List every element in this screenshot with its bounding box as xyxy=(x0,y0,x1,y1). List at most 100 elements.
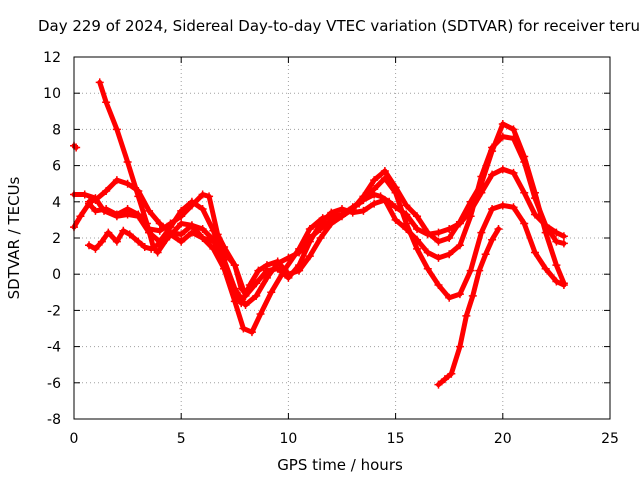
data-point xyxy=(434,237,443,246)
data-point xyxy=(541,228,550,237)
data-point xyxy=(391,203,400,212)
x-tick-label: 0 xyxy=(70,431,79,447)
y-axis-label: SDTVAR / TECUs xyxy=(5,176,23,299)
data-point xyxy=(559,239,568,248)
y-tick-label: -4 xyxy=(47,340,61,356)
data-point xyxy=(413,224,422,233)
data-point xyxy=(434,253,443,262)
data-point xyxy=(145,206,154,215)
data-point xyxy=(247,328,256,337)
y-tick-label: -2 xyxy=(47,303,61,319)
data-point xyxy=(252,291,261,300)
data-point xyxy=(254,266,263,275)
data-point xyxy=(455,241,464,250)
data-point xyxy=(466,212,475,221)
data-point xyxy=(187,221,196,230)
series-track-7 xyxy=(434,224,503,389)
data-point xyxy=(205,192,214,201)
data-point xyxy=(445,250,454,259)
data-point xyxy=(475,266,484,275)
y-tick-label: 2 xyxy=(52,231,61,247)
data-point xyxy=(447,369,456,378)
data-point xyxy=(488,205,497,214)
data-point xyxy=(445,234,454,242)
x-tick-label: 20 xyxy=(494,431,512,447)
data-point xyxy=(391,183,400,192)
data-point xyxy=(370,199,379,208)
y-tick-label: 4 xyxy=(52,195,61,211)
data-point xyxy=(305,252,314,261)
data-point xyxy=(455,217,464,226)
data-point xyxy=(119,226,128,235)
series-line xyxy=(71,166,567,308)
data-point xyxy=(209,237,218,246)
data-point xyxy=(262,273,271,282)
data-point xyxy=(466,197,475,206)
x-tick-labels: 0 5 10 15 20 25 xyxy=(70,431,619,447)
data-point xyxy=(102,205,111,214)
data-point xyxy=(123,205,132,214)
data-point xyxy=(423,248,432,257)
data-point xyxy=(198,224,207,233)
data-point xyxy=(262,261,271,270)
data-point xyxy=(95,78,104,87)
data-point xyxy=(338,205,346,214)
chart-title: Day 229 of 2024, Sidereal Day-to-day VTE… xyxy=(38,17,640,35)
data-point xyxy=(509,125,518,134)
data-point xyxy=(481,250,490,259)
data-point xyxy=(348,205,357,214)
data-point xyxy=(440,375,449,384)
data-point xyxy=(423,228,432,237)
data-point xyxy=(256,310,265,319)
data-point xyxy=(166,230,175,239)
data-point xyxy=(413,235,422,244)
data-point xyxy=(402,224,411,233)
data-point xyxy=(477,179,486,188)
data-point xyxy=(213,230,222,239)
data-point xyxy=(198,205,207,214)
y-tick-label: 8 xyxy=(52,122,61,138)
data-point xyxy=(104,228,113,237)
data-point xyxy=(413,212,422,221)
data-point xyxy=(413,244,422,253)
data-point xyxy=(140,243,149,252)
data-point xyxy=(220,261,229,270)
data-point xyxy=(72,143,81,152)
data-point xyxy=(267,288,276,297)
data-point xyxy=(91,195,100,204)
data-point xyxy=(402,201,411,210)
data-point xyxy=(541,264,550,273)
data-point xyxy=(402,210,411,219)
data-point xyxy=(559,232,568,241)
data-point xyxy=(488,147,497,156)
data-point xyxy=(177,212,186,221)
grid-lines xyxy=(73,56,611,420)
y-tick-label: 12 xyxy=(43,50,61,66)
data-point xyxy=(134,186,143,195)
data-point xyxy=(91,206,100,215)
data-point xyxy=(466,266,475,275)
data-point xyxy=(359,192,368,201)
data-point xyxy=(177,219,186,228)
data-point xyxy=(477,228,486,237)
data-point xyxy=(112,237,121,246)
y-tick-label: -6 xyxy=(47,376,61,392)
data-point xyxy=(80,190,89,199)
series-track-1 xyxy=(70,141,81,152)
data-point xyxy=(488,170,497,179)
x-tick-label: 25 xyxy=(601,431,619,447)
data-point xyxy=(239,324,248,333)
series-track-6 xyxy=(85,226,246,293)
series-track-5 xyxy=(85,119,568,308)
data-point xyxy=(102,186,111,195)
plot-frame xyxy=(73,56,611,420)
data-point xyxy=(198,234,207,242)
data-point xyxy=(520,152,529,161)
data-point xyxy=(134,210,143,219)
data-point xyxy=(187,228,196,237)
data-point xyxy=(327,219,336,228)
data-point xyxy=(123,157,132,166)
data-point xyxy=(147,244,156,253)
data-point xyxy=(509,203,518,212)
data-point xyxy=(76,212,85,221)
